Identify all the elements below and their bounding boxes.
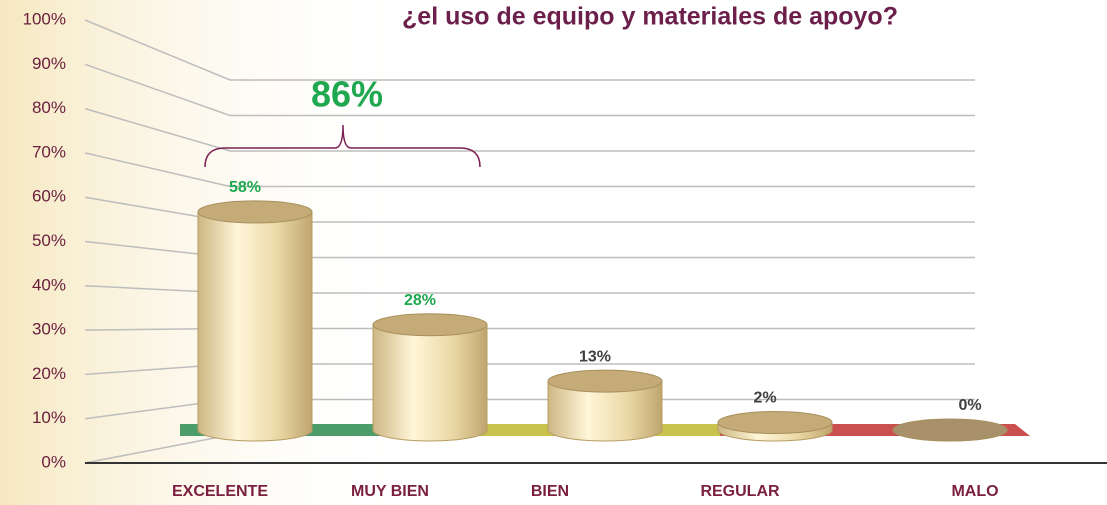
bar-top <box>547 369 663 393</box>
x-tick-label: REGULAR <box>700 483 780 500</box>
grid-line <box>84 63 975 117</box>
grid-line <box>84 19 975 81</box>
value-label: 2% <box>753 390 776 407</box>
y-tick-label: 20% <box>32 364 66 383</box>
bar-top <box>892 418 1008 442</box>
value-label: 0% <box>958 397 981 414</box>
bar-top <box>372 313 488 337</box>
bar <box>197 211 313 442</box>
grid-line <box>84 107 975 152</box>
value-label: 28% <box>404 292 436 309</box>
cylinder <box>197 200 313 442</box>
y-tick-label: 90% <box>32 54 66 73</box>
y-tick-label: 80% <box>32 98 66 117</box>
cylinder <box>547 369 663 442</box>
value-label: 13% <box>579 348 611 365</box>
y-tick-label: 10% <box>32 408 66 427</box>
y-tick-label: 40% <box>32 275 66 294</box>
y-tick-label: 100% <box>23 9 66 28</box>
bar-top <box>717 410 833 434</box>
annotation: 86% <box>311 74 383 115</box>
y-tick-label: 0% <box>41 452 66 471</box>
y-tick-label: 60% <box>32 187 66 206</box>
y-tick-label: 30% <box>32 320 66 339</box>
bracket <box>204 124 481 168</box>
bar <box>372 324 488 442</box>
cylinder <box>717 410 833 442</box>
y-tick-label: 50% <box>32 231 66 250</box>
x-tick-label: BIEN <box>531 483 569 500</box>
cylinder <box>892 418 1008 442</box>
chart-title: ¿el uso de equipo y materiales de apoyo? <box>402 3 898 31</box>
cylinder <box>372 313 488 442</box>
grid-line <box>84 152 975 188</box>
x-tick-label: MALO <box>951 483 998 500</box>
value-label: 58% <box>229 179 261 196</box>
bar-top <box>197 200 313 224</box>
bar <box>547 380 663 442</box>
x-tick-label: EXCELENTE <box>172 483 268 500</box>
x-tick-label: MUY BIEN <box>351 483 429 500</box>
y-tick-label: 70% <box>32 142 66 161</box>
